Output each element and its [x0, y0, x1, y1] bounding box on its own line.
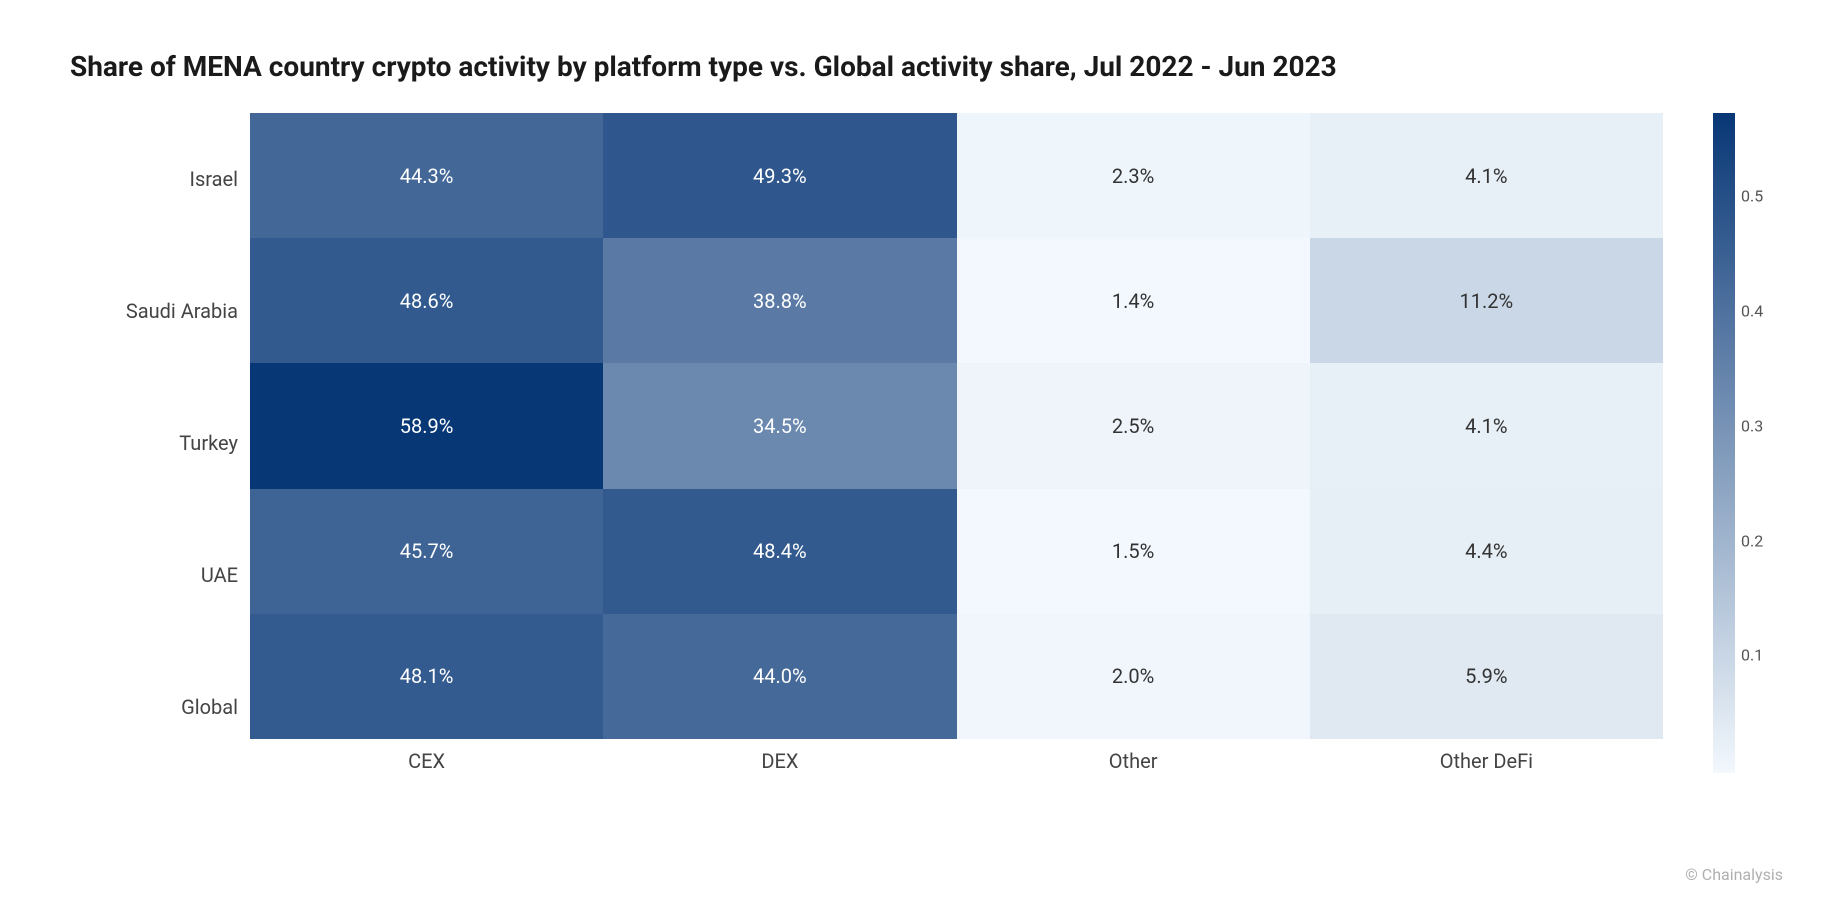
colorbar-gradient — [1713, 113, 1735, 773]
x-label-2: Other — [957, 749, 1310, 773]
colorbar-tick: 0.1 — [1741, 646, 1763, 665]
colorbar-tick: 0.5 — [1741, 187, 1763, 206]
heatmap-grid: 44.3%49.3%2.3%4.1% 48.6%38.8%1.4%11.2% 58.… — [250, 113, 1663, 739]
heatmap-cell: 2.0% — [957, 614, 1310, 739]
heatmap-cell: 1.5% — [957, 489, 1310, 614]
colorbar: 0.1 0.2 0.3 0.4 0.5 — [1713, 113, 1783, 773]
heatmap-cell: 5.9% — [1310, 614, 1663, 739]
heatmap-cell: 11.2% — [1310, 238, 1663, 363]
x-label-1: DEX — [603, 749, 956, 773]
x-axis-labels: CEXDEXOtherOther DeFi — [250, 749, 1663, 773]
heatmap-cell: 44.0% — [603, 614, 956, 739]
attribution: © Chainalysis — [1685, 865, 1783, 884]
heatmap-cell: 2.3% — [957, 113, 1310, 238]
x-label-0: CEX — [250, 749, 603, 773]
x-label-3: Other DeFi — [1310, 749, 1663, 773]
colorbar-tick: 0.3 — [1741, 416, 1763, 435]
heatmap-cell: 48.4% — [603, 489, 956, 614]
heatmap-wrap: 44.3%49.3%2.3%4.1% 48.6%38.8%1.4%11.2% 58.… — [250, 113, 1663, 773]
y-axis-labels: IsraelSaudi ArabiaTurkeyUAEGlobal — [60, 113, 250, 773]
heatmap-cell: 48.1% — [250, 614, 603, 739]
chart-area: IsraelSaudi ArabiaTurkeyUAEGlobal 44.3%4… — [60, 113, 1783, 773]
heatmap-cell: 2.5% — [957, 363, 1310, 488]
y-label-4: Global — [60, 641, 238, 773]
colorbar-tick: 0.4 — [1741, 301, 1763, 320]
heatmap-cell: 48.6% — [250, 238, 603, 363]
y-label-1: Saudi Arabia — [60, 245, 238, 377]
heatmap-cell: 49.3% — [603, 113, 956, 238]
heatmap-cell: 4.4% — [1310, 489, 1663, 614]
heatmap-cell: 38.8% — [603, 238, 956, 363]
y-label-2: Turkey — [60, 377, 238, 509]
heatmap-cell: 1.4% — [957, 238, 1310, 363]
y-label-0: Israel — [60, 113, 238, 245]
chart-container: Share of MENA country crypto activity by… — [0, 0, 1843, 914]
y-label-3: UAE — [60, 509, 238, 641]
colorbar-ticks: 0.1 0.2 0.3 0.4 0.5 — [1735, 113, 1783, 773]
heatmap-cell: 58.9% — [250, 363, 603, 488]
heatmap-cell: 45.7% — [250, 489, 603, 614]
heatmap-cell: 4.1% — [1310, 113, 1663, 238]
colorbar-tick: 0.2 — [1741, 531, 1763, 550]
heatmap-cell: 34.5% — [603, 363, 956, 488]
heatmap-cell: 44.3% — [250, 113, 603, 238]
heatmap-cell: 4.1% — [1310, 363, 1663, 488]
chart-title: Share of MENA country crypto activity by… — [60, 50, 1783, 83]
